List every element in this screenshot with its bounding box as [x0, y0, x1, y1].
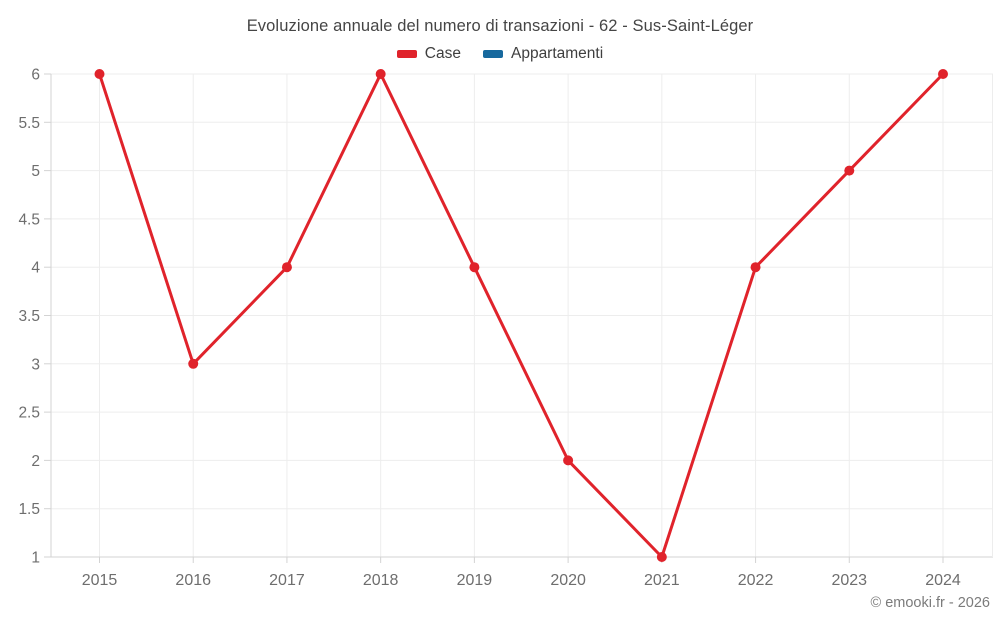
legend-label-case: Case	[424, 45, 461, 62]
case-data-point[interactable]	[94, 69, 105, 79]
x-tick-label: 2022	[738, 572, 774, 589]
y-tick-label: 2.5	[18, 405, 40, 422]
footer-credit: © emooki.fr - 2026	[870, 595, 990, 611]
chart-title: Evoluzione annuale del numero di transaz…	[246, 17, 754, 35]
y-tick-label: 4.5	[18, 211, 40, 228]
x-tick-label: 2017	[269, 572, 305, 589]
case-data-point[interactable]	[188, 358, 199, 369]
x-tick-label: 2019	[457, 572, 493, 589]
y-tick-label: 4	[31, 260, 40, 277]
y-tick-label: 5	[31, 163, 40, 180]
x-tick-label: 2015	[82, 572, 118, 589]
x-tick-label: 2024	[925, 572, 961, 589]
x-tick-label: 2020	[550, 572, 586, 589]
legend: Case Appartamenti	[0, 45, 1000, 63]
case-data-point[interactable]	[844, 165, 855, 176]
case-legend-swatch-icon	[396, 50, 417, 58]
y-tick-label: 6	[31, 67, 40, 84]
case-data-point[interactable]	[469, 262, 480, 273]
legend-label-appartamenti: Appartamenti	[510, 45, 604, 62]
y-tick-label: 3	[31, 356, 40, 373]
x-tick-label: 2021	[644, 572, 680, 589]
x-tick-label: 2018	[363, 572, 399, 589]
case-data-point[interactable]	[938, 69, 948, 79]
case-data-point[interactable]	[563, 455, 574, 466]
appartamenti-legend-swatch-icon	[482, 50, 503, 58]
legend-item-case[interactable]: Case	[396, 45, 461, 63]
x-tick-label: 2023	[831, 572, 867, 589]
case-data-point[interactable]	[375, 69, 386, 79]
y-tick-label: 3.5	[18, 308, 40, 325]
case-series-line	[98, 72, 945, 559]
y-tick-label: 1.5	[18, 501, 40, 518]
x-tick-label: 2016	[175, 572, 211, 589]
legend-item-appartamenti[interactable]: Appartamenti	[482, 45, 604, 63]
case-data-point[interactable]	[281, 262, 292, 273]
y-tick-label: 5.5	[18, 115, 40, 132]
case-data-point[interactable]	[750, 262, 761, 273]
y-tick-label: 1	[31, 550, 40, 567]
y-tick-label: 2	[31, 453, 40, 470]
case-data-point[interactable]	[656, 552, 667, 562]
